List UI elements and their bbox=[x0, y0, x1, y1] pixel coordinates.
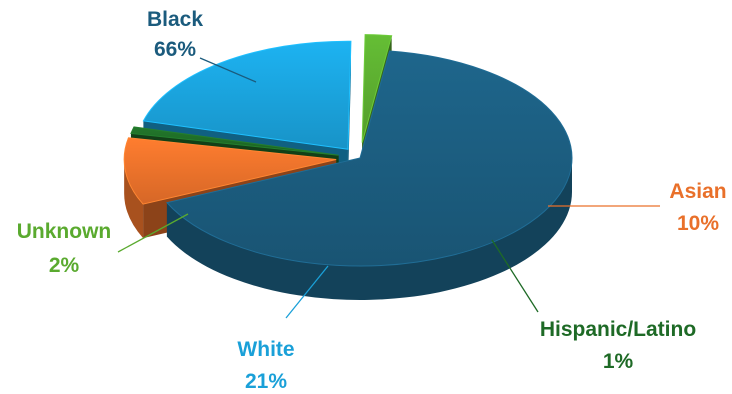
slice-top bbox=[165, 50, 573, 267]
slice-top bbox=[361, 34, 393, 143]
slice-label-asian: Asian bbox=[669, 180, 726, 203]
leader-line-white bbox=[285, 265, 329, 319]
slice-label-unknown: Unknown bbox=[17, 220, 112, 243]
slice-label-black: Black bbox=[147, 8, 203, 31]
slice-value-asian: 10% bbox=[677, 212, 719, 235]
slice-label-hispanic-latino: Hispanic/Latino bbox=[540, 318, 696, 341]
slice-value-black: 66% bbox=[154, 38, 196, 61]
pie-slice-black bbox=[165, 50, 573, 300]
slice-side bbox=[166, 158, 572, 300]
leader-line-unknown bbox=[117, 213, 189, 253]
slice-value-unknown: 2% bbox=[49, 254, 80, 277]
slice-value-hispanic-latino: 1% bbox=[603, 350, 634, 373]
slice-top bbox=[142, 40, 352, 150]
slice-value-white: 21% bbox=[245, 370, 287, 393]
leader-line-black bbox=[199, 57, 257, 83]
leader-line-hispanic-latino bbox=[491, 239, 539, 313]
slice-side bbox=[124, 159, 144, 239]
slice-top bbox=[130, 126, 339, 156]
slice-top bbox=[123, 137, 337, 205]
slice-label-white: White bbox=[237, 338, 294, 361]
